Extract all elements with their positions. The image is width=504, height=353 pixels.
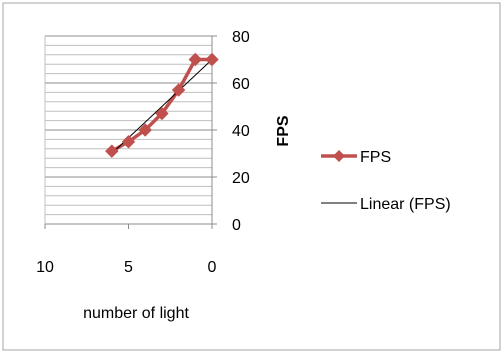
x-axis-label: number of light [83,305,189,322]
legend: FPS Linear (FPS) [321,149,451,213]
x-tick-label: 5 [124,259,133,276]
y-axis-label: FPS [275,115,292,146]
data-point-marker [205,52,219,67]
data-point-marker [121,135,136,149]
y-tick-label: 40 [232,123,250,140]
y-tick-label: 80 [232,29,250,46]
data-point-marker [138,123,152,137]
y-tick-label: 20 [232,170,250,187]
x-tick-label: 10 [36,259,54,276]
legend-label-fps: FPS [360,149,391,166]
data-point-marker [155,106,169,121]
y-tick-label: 0 [232,217,241,234]
tick-labels: 0 20 40 60 80 10 5 0 [36,29,250,276]
data-point-marker [188,52,203,67]
series-layer [105,52,219,158]
legend-label-trendline: Linear (FPS) [360,196,451,213]
data-point-marker [105,144,119,158]
x-tick-label: 0 [208,259,217,276]
y-tick-label: 60 [232,76,250,93]
legend-marker-fps [333,150,345,162]
data-point-marker [171,83,186,97]
